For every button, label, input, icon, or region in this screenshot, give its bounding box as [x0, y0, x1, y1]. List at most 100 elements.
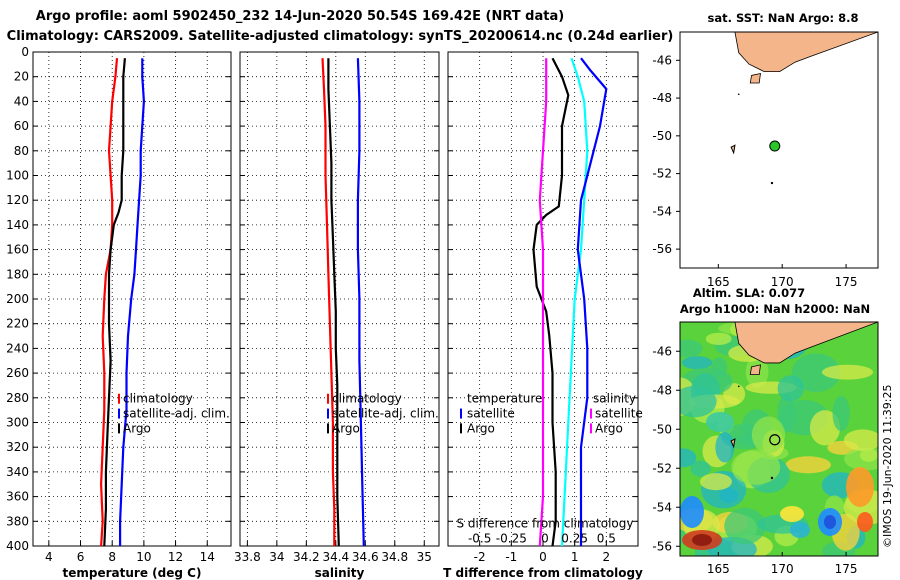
sla-blob	[700, 473, 732, 491]
depth-tick-label: 340	[6, 465, 29, 479]
temperature-legend-label: satellite-adj. clim.	[123, 407, 230, 421]
sla-blob	[680, 385, 717, 418]
sst-map-ytick-label: -50	[652, 129, 672, 143]
depth-tick-label: 380	[6, 514, 29, 528]
depth-tick-label: 140	[6, 218, 29, 232]
depth-tick-label: 80	[14, 144, 29, 158]
sst-map: 165 170 175 -46 -48 -50 -52 -54 -56 sat. SST: NaN…	[652, 11, 879, 289]
campbell-island	[770, 181, 774, 185]
sla-map-subtitle: Argo h1000: NaN h2000: NaN	[680, 302, 870, 316]
sla-blob	[719, 487, 739, 503]
temperature-series-satellite-adj-clim-	[119, 58, 146, 546]
stewart-island	[749, 364, 761, 376]
sla-blob	[791, 353, 841, 393]
difference-top-tick-label: 0.25	[561, 532, 588, 546]
sla-map-ytick-label: -54	[652, 500, 672, 514]
sla-blob	[832, 395, 850, 432]
salinity-legend-label: Argo	[332, 421, 360, 435]
sla-map-ytick-label: -46	[652, 344, 672, 358]
difference-xtick-label: -2	[474, 550, 486, 564]
difference-xtick-label: 2	[603, 550, 611, 564]
salinity-panel: 33.8 34 34.2 34.4 34.6 34.8 35 salinity climatol…	[234, 51, 440, 580]
sst-map-title: sat. SST: NaN Argo: 8.8	[707, 11, 858, 25]
salinity-legend-label: satellite-adj. clim.	[332, 407, 439, 421]
sla-blob	[690, 460, 711, 477]
sla-blob	[822, 364, 874, 380]
salinity-series-argo	[327, 58, 340, 547]
sla-blob	[777, 375, 804, 402]
temperature-xtick-label: 8	[108, 550, 116, 564]
salinity-xlabel: salinity	[315, 566, 365, 580]
sla-blob	[715, 432, 735, 463]
depth-tick-label: 180	[6, 267, 29, 281]
auckland-islands	[730, 438, 736, 449]
sst-map-ytick-label: -56	[652, 242, 672, 256]
salinity-frame	[239, 51, 440, 547]
depth-tick-label: 100	[6, 169, 29, 183]
sla-blob	[724, 507, 766, 545]
salinity-xtick-label: 34	[269, 550, 284, 564]
depth-tick-label: 280	[6, 391, 29, 405]
sst-map-xtick-label: 170	[771, 275, 794, 289]
salinity-series-climatology	[321, 58, 336, 546]
depth-tick-label: 240	[6, 341, 29, 355]
legend-t-label: satellite	[467, 407, 515, 421]
temperature-xtick-label: 4	[45, 550, 53, 564]
legend-salinity-title: salinity	[593, 392, 636, 406]
sla-blob	[785, 456, 832, 474]
imos-credit: ©IMOS 19-Jun-2020 11:39:25	[881, 384, 894, 548]
sst-map-ytick-label: -52	[652, 167, 672, 181]
difference-top-tick-label: 0	[541, 532, 549, 546]
sla-map-xtick-label: 175	[835, 562, 858, 576]
salinity-xtick-label: 33.8	[234, 550, 261, 564]
sla-feature	[857, 512, 873, 532]
sla-blob	[680, 339, 703, 358]
sla-blob	[705, 332, 732, 345]
new-zealand-land	[734, 322, 878, 364]
temperature-xtick-label: 12	[168, 550, 183, 564]
campbell-island	[770, 476, 774, 480]
sla-blob	[751, 416, 786, 454]
sla-map-ytick-label: -52	[652, 461, 672, 475]
difference-top-label: S difference from climatology	[457, 516, 634, 530]
temperature-xtick-label: 10	[136, 550, 151, 564]
argo-position-marker	[769, 140, 781, 152]
sla-feature	[790, 522, 810, 538]
salinity-series-satellite-adj-clim-	[356, 58, 365, 547]
depth-tick-label: 260	[6, 366, 29, 380]
temperature-legend-label: climatology	[123, 392, 193, 406]
snares-islands	[737, 385, 740, 388]
sla-blob	[680, 448, 697, 468]
sla-feature	[680, 496, 704, 528]
depth-tick-label: 0	[21, 45, 29, 59]
title-line-2: Climatology: CARS2009. Satellite-adjuste…	[7, 29, 674, 44]
sla-feature	[692, 534, 712, 546]
sst-map-xtick-label: 175	[835, 275, 858, 289]
sst-map-ytick-label: -54	[652, 204, 672, 218]
sla-map-ytick-label: -56	[652, 539, 672, 553]
depth-tick-label: 40	[14, 94, 29, 108]
sla-feature	[824, 515, 836, 529]
legend-temperature-title: temperature	[467, 392, 542, 406]
sla-map-title: Altim. SLA: 0.077	[693, 286, 805, 300]
depth-tick-label: 400	[6, 539, 29, 553]
legend-s-label: Argo	[595, 421, 623, 435]
sla-feature	[846, 467, 874, 507]
depth-tick-label: 200	[6, 292, 29, 306]
salinity-legend-label: climatology	[332, 392, 402, 406]
depth-tick-label: 60	[14, 119, 29, 133]
stewart-island	[749, 73, 761, 84]
depth-tick-label: 120	[6, 193, 29, 207]
salinity-xtick-label: 34.2	[293, 550, 320, 564]
difference-panel: -2 -1 0 1 2 T difference from climatology temp…	[443, 51, 643, 580]
salinity-xtick-label: 35	[417, 550, 432, 564]
temperature-panel: 4 6 8 10 12 140204060801001201401601802002202…	[6, 45, 232, 580]
temperature-legend-label: Argo	[123, 421, 151, 435]
sst-map-content	[680, 32, 878, 268]
sla-map-ytick-label: -48	[652, 383, 672, 397]
sla-blob	[681, 356, 713, 370]
sst-map-ytick-label: -46	[652, 53, 672, 67]
difference-series-t-satellite	[560, 57, 589, 547]
depth-tick-label: 160	[6, 243, 29, 257]
